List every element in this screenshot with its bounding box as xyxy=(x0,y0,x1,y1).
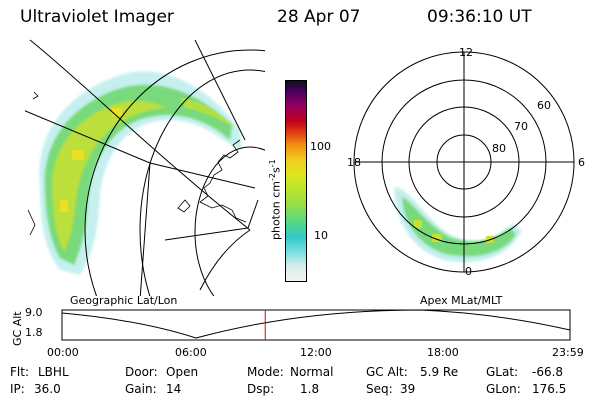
ip-label: IP: xyxy=(10,382,25,396)
gain-label: Gain: xyxy=(125,382,157,396)
mlt-18-label: 18 xyxy=(347,156,361,169)
time-label: 09:36:10 UT xyxy=(427,7,532,27)
flt-label: Flt: xyxy=(10,365,29,379)
lat-60-label: 60 xyxy=(537,99,551,112)
door-label: Door: xyxy=(125,365,158,379)
x-tick-0600: 06:00 xyxy=(175,346,207,359)
aurora-core xyxy=(52,100,168,252)
altitude-curve xyxy=(61,309,571,339)
gain-value: 14 xyxy=(166,382,182,396)
dsp-label: Dsp: xyxy=(247,382,275,396)
altitude-y-top: 9.0 xyxy=(25,306,43,319)
glon-value: 176.5 xyxy=(532,382,567,396)
altitude-frame xyxy=(61,309,571,341)
glat-value: -66.8 xyxy=(532,365,564,379)
glat-label: GLat: xyxy=(486,365,519,379)
geographic-label: Geographic Lat/Lon xyxy=(70,294,178,307)
lat-70-label: 70 xyxy=(514,120,528,133)
door-value: Open xyxy=(166,365,199,379)
mlt-6-label: 6 xyxy=(578,156,585,169)
altitude-y-bottom: 1.8 xyxy=(25,326,43,339)
seq-label: Seq: xyxy=(366,382,393,396)
glon-label: GLon: xyxy=(486,382,521,396)
mlt-12-label: 12 xyxy=(459,46,473,59)
ip-value: 36.0 xyxy=(34,382,61,396)
date-label: 28 Apr 07 xyxy=(277,7,361,27)
mode-label: Mode: xyxy=(247,365,284,379)
mode-value: Normal xyxy=(290,365,334,379)
gcalt-value: 5.9 Re xyxy=(420,365,459,379)
x-tick-1200: 12:00 xyxy=(300,346,332,359)
mlt-0-label: 0 xyxy=(465,265,472,278)
flt-value: LBHL xyxy=(38,365,69,379)
colorbar xyxy=(285,80,307,282)
x-tick-0000: 00:00 xyxy=(47,346,79,359)
lat-80-label: 80 xyxy=(492,142,506,155)
x-tick-2359: 23:59 xyxy=(552,346,584,359)
colorbar-tick-100: 100 xyxy=(310,140,331,153)
dsp-value: 1.8 xyxy=(300,382,320,396)
polar-label: Apex MLat/MLT xyxy=(420,294,503,307)
instrument-title: Ultraviolet Imager xyxy=(20,7,174,27)
x-tick-1800: 18:00 xyxy=(427,346,459,359)
seq-value: 39 xyxy=(400,382,416,396)
gcalt-label: GC Alt: xyxy=(366,365,408,379)
colorbar-tick-10: 10 xyxy=(314,229,328,242)
